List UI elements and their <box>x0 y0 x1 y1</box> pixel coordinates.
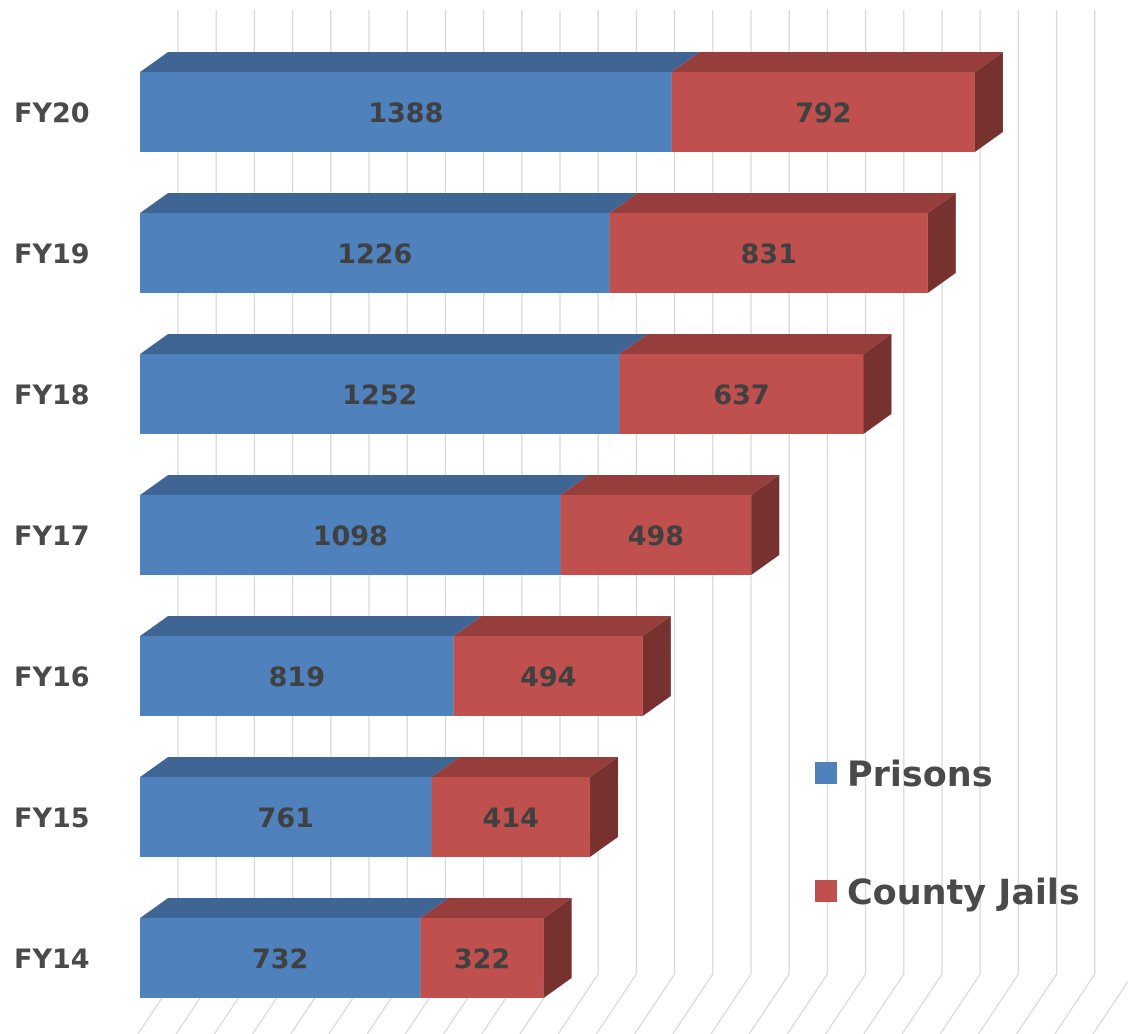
bar-front-face <box>671 72 975 152</box>
legend-label: Prisons <box>847 755 993 795</box>
bars: 1388 792 1226 831 1252 637 1098 498 819 494 761 414… <box>140 52 1003 998</box>
bar-front-face <box>431 777 591 857</box>
bar-side-face <box>590 757 619 857</box>
bar-top-face <box>560 475 780 495</box>
bar-segment: 1252 <box>140 334 648 434</box>
data-label: 732 <box>252 944 308 975</box>
bar-segment: 494 <box>453 616 671 716</box>
bar-segment: 831 <box>609 193 956 293</box>
bar-segment: 414 <box>431 757 619 857</box>
gridline <box>595 10 638 1034</box>
bar-side-face <box>751 475 780 575</box>
bar-side-face <box>863 334 892 434</box>
bar-top-face <box>671 52 1003 72</box>
data-label: 1098 <box>313 521 388 552</box>
category-label: FY19 <box>14 239 90 270</box>
data-label: 831 <box>741 239 797 270</box>
gridline <box>1016 10 1058 1034</box>
bar-segment: 1226 <box>140 193 638 293</box>
gridline <box>863 10 905 1034</box>
legend-swatch <box>815 880 837 902</box>
gridline <box>901 10 943 1034</box>
data-label: 819 <box>269 662 325 693</box>
data-label: 414 <box>483 803 539 834</box>
gridline <box>710 10 752 1034</box>
gridline <box>634 10 676 1034</box>
data-label: 322 <box>454 944 510 975</box>
category-label: FY18 <box>14 380 90 411</box>
bar-side-face <box>927 193 956 293</box>
bar-top-face <box>140 757 460 777</box>
gridline <box>1054 10 1096 1034</box>
legend-label: County Jails <box>847 873 1080 913</box>
data-label: 1252 <box>342 380 417 411</box>
gridline <box>786 10 829 1034</box>
bar-side-face <box>642 616 671 716</box>
gridline <box>557 10 599 1034</box>
bar-front-face <box>140 72 672 152</box>
bar-front-face <box>140 213 610 293</box>
bar-segment: 792 <box>671 52 1003 152</box>
data-label: 1388 <box>368 98 443 129</box>
data-label: 1226 <box>337 239 412 270</box>
category-labels: FY20 FY19 FY18 FY17 FY16 FY15 FY14 <box>14 98 90 975</box>
gridline <box>977 10 1020 1034</box>
gridline <box>939 10 981 1034</box>
category-label: FY15 <box>14 803 90 834</box>
bar-top-face <box>140 475 589 495</box>
data-label: 637 <box>713 380 769 411</box>
bar-front-face <box>140 777 432 857</box>
bar-front-face <box>140 636 454 716</box>
data-label: 792 <box>795 98 851 129</box>
bar-segment: 761 <box>140 757 460 857</box>
bar-segment: 732 <box>140 898 449 998</box>
bar-side-face <box>543 898 572 998</box>
bar-top-face <box>140 616 482 636</box>
bar-front-face <box>140 918 421 998</box>
bar-front-face <box>609 213 928 293</box>
category-label: FY17 <box>14 521 90 552</box>
bar-segment: 819 <box>140 616 482 716</box>
bar-side-face <box>974 52 1003 152</box>
legend: Prisons County Jails <box>815 755 1080 913</box>
data-label: 498 <box>628 521 684 552</box>
gridline <box>748 10 790 1034</box>
data-label: 494 <box>520 662 576 693</box>
legend-swatch <box>815 762 837 784</box>
gridline <box>672 10 714 1034</box>
category-label: FY20 <box>14 98 90 129</box>
bar-front-face <box>140 495 561 575</box>
bar-top-face <box>140 193 638 213</box>
category-label: FY16 <box>14 662 90 693</box>
bar-top-face <box>420 898 572 918</box>
bar-top-face <box>609 193 956 213</box>
bar-segment: 322 <box>420 898 572 998</box>
bar-segment: 637 <box>619 334 892 434</box>
legend-item: County Jails <box>815 873 1080 913</box>
bar-top-face <box>140 52 700 72</box>
bar-top-face <box>431 757 619 777</box>
bar-segment: 498 <box>560 475 780 575</box>
gridline <box>1092 980 1128 1034</box>
bar-front-face <box>619 354 864 434</box>
bar-top-face <box>140 334 648 354</box>
bar-front-face <box>560 495 752 575</box>
bar-front-face <box>453 636 643 716</box>
gridlines <box>137 10 1128 1034</box>
bar-top-face <box>619 334 892 354</box>
bar-top-face <box>140 898 449 918</box>
gridline <box>825 10 867 1034</box>
bar-segment: 1098 <box>140 475 589 575</box>
bar-top-face <box>453 616 671 636</box>
data-label: 761 <box>258 803 314 834</box>
legend-item: Prisons <box>815 755 993 795</box>
category-label: FY14 <box>14 944 90 975</box>
bar-front-face <box>420 918 544 998</box>
bar-front-face <box>140 354 620 434</box>
bar-segment: 1388 <box>140 52 700 152</box>
